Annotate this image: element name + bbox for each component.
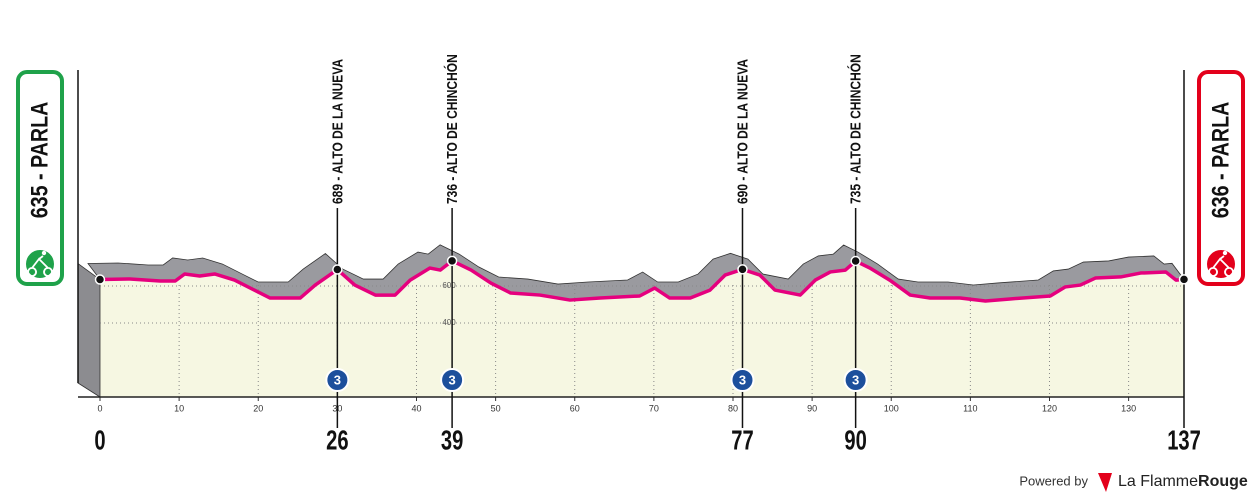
x-tick-label: 50 [491,403,501,413]
x-tick-label: 80 [728,403,738,413]
climb-label: 735 - ALTO DE CHINCHÓN [847,54,864,204]
climb-category: 3 [448,372,455,387]
powered-by: Powered by [1019,473,1088,488]
climb-label: 736 - ALTO DE CHINCHÓN [444,54,461,204]
profile-dot [94,274,106,285]
climb-badge [843,368,868,392]
distance-label: 26 [326,425,348,456]
profile-dot [737,264,748,275]
profile-dot [1178,274,1190,285]
start-cyclist [27,255,53,277]
profile-dot [332,264,343,275]
climb-category: 3 [739,372,746,387]
distance-label: 77 [731,425,753,456]
profile-line [99,259,1185,303]
x-tick-label: 100 [884,403,899,413]
x-tick-label: 130 [1121,403,1136,413]
y-tick-label: 600 [442,281,456,290]
distance-label: 137 [1167,425,1201,456]
x-tick-label: 20 [253,403,263,413]
x-tick-label: 0 [97,403,102,413]
start-box [16,70,64,286]
x-tick-label: 40 [411,403,421,413]
brand-logo [1098,473,1112,492]
x-tick-label: 120 [1042,403,1057,413]
x-tick-label: 110 [963,403,977,413]
finish-label: 636 - PARLA [1206,102,1233,219]
x-tick-label: 70 [649,403,659,413]
climb-label: 690 - ALTO DE LA NUEVA [734,59,751,204]
finish-box [1197,70,1245,286]
start-icon [24,248,56,280]
climb-label: 689 - ALTO DE LA NUEVA [329,59,346,204]
finish-icon [1205,248,1237,280]
climb-category: 3 [852,372,859,387]
profile-dot [850,255,861,267]
distance-label: 90 [844,425,866,456]
x-tick-label: 90 [807,403,817,413]
finish-cyclist [1208,255,1234,277]
distance-label: 0 [94,425,105,456]
finish-cyclist-head [1222,250,1228,256]
distance-label: 39 [441,425,463,456]
climb-badge [730,368,755,392]
climb-badge [325,368,350,392]
x-tick-label: 60 [570,403,580,413]
start-cyclist-head [41,250,47,256]
y-tick-label: 400 [442,318,456,327]
climb-category: 3 [334,372,341,387]
climb-badge [440,368,465,392]
start-label: 635 - PARLA [25,102,52,219]
x-tick-label: 10 [174,403,184,413]
brand-name: La FlammeRouge [1118,473,1248,490]
profile-dot [446,255,458,267]
